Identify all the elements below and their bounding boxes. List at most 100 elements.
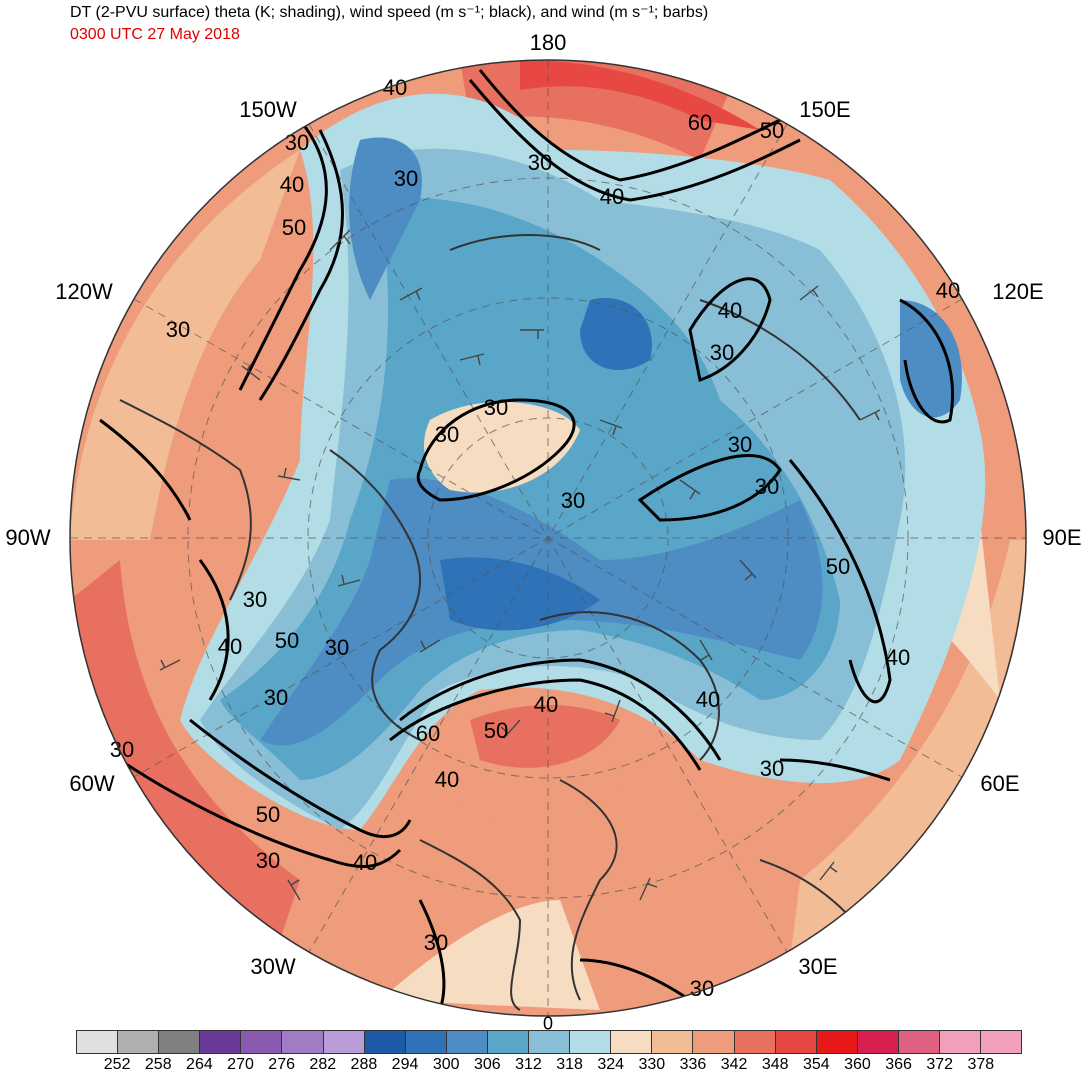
contour-label: 40 bbox=[718, 298, 742, 323]
colorbar-cell bbox=[446, 1031, 488, 1053]
contour-label: 30 bbox=[484, 395, 508, 420]
lon-label-120e: 120E bbox=[992, 279, 1044, 304]
colorbar-cell bbox=[693, 1031, 735, 1053]
colorbar-cell bbox=[939, 1031, 982, 1053]
colorbar-level-label: 318 bbox=[556, 1056, 583, 1073]
contour-label: 40 bbox=[696, 687, 720, 712]
contour-label: 30 bbox=[264, 685, 288, 710]
colorbar-cell bbox=[282, 1031, 324, 1053]
coastlines bbox=[119, 234, 881, 1011]
contour-label: 40 bbox=[280, 172, 304, 197]
contour-label: 50 bbox=[256, 802, 280, 827]
colorbar-cell bbox=[487, 1031, 530, 1053]
contour-label: 30 bbox=[435, 422, 459, 447]
colorbar-cell bbox=[816, 1031, 858, 1053]
contour-label: 50 bbox=[282, 215, 306, 240]
contour-label: 50 bbox=[484, 718, 508, 743]
colorbar-cell bbox=[77, 1031, 119, 1053]
colorbar-level-label: 300 bbox=[432, 1056, 460, 1073]
colorbar-cell bbox=[857, 1031, 899, 1053]
contour-label: 30 bbox=[760, 756, 784, 781]
colorbar-level-label: 330 bbox=[638, 1056, 666, 1073]
colorbar-level-label: 252 bbox=[103, 1056, 131, 1073]
lon-label-180: 180 bbox=[529, 30, 567, 55]
colorbar-level-label: 288 bbox=[350, 1056, 378, 1073]
contour-label: 30 bbox=[424, 930, 448, 955]
colorbar-level-label: 276 bbox=[268, 1056, 295, 1073]
contour-label: 40 bbox=[534, 692, 558, 717]
valid-time: 0300 UTC 27 May 2018 bbox=[70, 26, 240, 43]
map-title: DT (2-PVU surface) theta (K; shading), w… bbox=[70, 4, 709, 21]
colorbar-cell bbox=[611, 1031, 653, 1053]
lon-label-150w: 150W bbox=[239, 97, 297, 122]
lon-label-120w: 120W bbox=[55, 279, 113, 304]
colorbar-level-label: 270 bbox=[227, 1056, 254, 1073]
colorbar-level-label: 306 bbox=[473, 1056, 501, 1073]
colorbar-cell bbox=[775, 1031, 817, 1053]
colorbar-level-label: 360 bbox=[844, 1056, 871, 1073]
contour-label: 30 bbox=[528, 150, 552, 175]
contour-label: 60 bbox=[416, 721, 440, 746]
contour-label: 40 bbox=[218, 634, 242, 659]
contour-label: 50 bbox=[826, 554, 850, 579]
contour-label: 30 bbox=[561, 488, 585, 513]
lon-label-60e: 60E bbox=[980, 771, 1020, 796]
colorbar-level-label: 324 bbox=[597, 1056, 625, 1073]
colorbar-cell bbox=[981, 1031, 1022, 1053]
contour-label: 30 bbox=[285, 130, 309, 155]
colorbar-cell bbox=[529, 1031, 571, 1053]
colorbar-cell bbox=[159, 1031, 201, 1053]
contour-label: 60 bbox=[688, 110, 712, 135]
contour-label: 30 bbox=[110, 737, 134, 762]
contour-label: 30 bbox=[755, 474, 779, 499]
lon-label-60w: 60W bbox=[69, 771, 115, 796]
colorbar-cell bbox=[570, 1031, 612, 1053]
contour-label: 50 bbox=[275, 628, 299, 653]
lon-label-0: 0 bbox=[542, 1013, 554, 1034]
colorbar-level-label: 312 bbox=[515, 1056, 542, 1073]
contour-labels: 40 30 50 30 40 60 50 30 40 30 40 30 30 4… bbox=[110, 75, 960, 1001]
colorbar-cell bbox=[200, 1031, 242, 1053]
lon-label-30w: 30W bbox=[250, 954, 296, 979]
contour-label: 40 bbox=[353, 850, 377, 875]
colorbar-cell bbox=[241, 1031, 283, 1053]
colorbar-cell bbox=[405, 1031, 447, 1053]
colorbar-cell bbox=[898, 1031, 940, 1053]
contour-label: 40 bbox=[600, 184, 624, 209]
lon-label-150e: 150E bbox=[799, 97, 851, 122]
map-boundary bbox=[69, 59, 1027, 1017]
colorbar-level-label: 372 bbox=[926, 1056, 954, 1073]
theta-shading bbox=[70, 60, 1026, 1016]
contour-label: 30 bbox=[690, 976, 714, 1001]
contour-label: 40 bbox=[886, 645, 910, 670]
colorbar-level-label: 348 bbox=[761, 1056, 789, 1073]
contour-label: 30 bbox=[256, 848, 280, 873]
colorbar-level-label: 264 bbox=[186, 1056, 213, 1073]
colorbar-level-label: 354 bbox=[802, 1056, 830, 1073]
contour-label: 30 bbox=[243, 587, 267, 612]
contour-label: 30 bbox=[325, 635, 349, 660]
contour-label: 30 bbox=[166, 317, 190, 342]
theta-colorbar bbox=[76, 1030, 1022, 1054]
lon-label-30e: 30E bbox=[798, 954, 838, 979]
colorbar-cell bbox=[652, 1031, 694, 1053]
colorbar-cell bbox=[364, 1031, 406, 1053]
lon-label-90e: 90E bbox=[1042, 525, 1082, 550]
colorbar-level-label: 378 bbox=[967, 1056, 995, 1073]
contour-label: 40 bbox=[936, 278, 960, 303]
contour-label: 30 bbox=[710, 340, 734, 365]
contour-label: 30 bbox=[728, 432, 752, 457]
contour-label: 40 bbox=[435, 767, 459, 792]
wind-speed-contours bbox=[99, 69, 955, 1011]
colorbar-level-label: 342 bbox=[720, 1056, 748, 1073]
colorbar-cell bbox=[734, 1031, 776, 1053]
lon-label-90w: 90W bbox=[5, 525, 51, 550]
wind-barbs bbox=[159, 229, 881, 901]
colorbar-level-label: 366 bbox=[885, 1056, 912, 1073]
contour-label: 30 bbox=[394, 166, 418, 191]
colorbar-level-label: 294 bbox=[391, 1056, 419, 1073]
colorbar-level-label: 336 bbox=[679, 1056, 707, 1073]
colorbar-cell bbox=[323, 1031, 365, 1053]
colorbar-level-label: 282 bbox=[309, 1056, 337, 1073]
